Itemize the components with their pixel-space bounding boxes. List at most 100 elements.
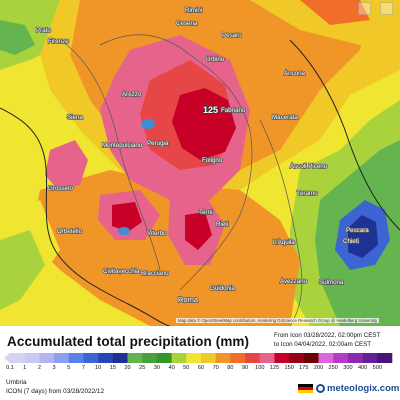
legend-swatch	[333, 353, 349, 363]
city-label-capital: Roma	[178, 295, 199, 304]
legend-tick-label: 150	[284, 365, 294, 371]
legend-swatch	[54, 353, 70, 363]
run-from-line: From Icon 03/28/2022, 02:00pm CEST	[274, 332, 381, 339]
city-label: Siena	[67, 114, 83, 121]
precip-area-darkgreen-nw	[0, 20, 35, 55]
region-border-abruzzo	[259, 119, 303, 326]
lake-trasimeno	[141, 119, 155, 129]
legend-tick-label: 5	[67, 365, 71, 371]
lake-bolsena	[118, 227, 130, 235]
region-border-tuscany	[59, 39, 161, 271]
legend-tick-label: 80	[227, 365, 234, 371]
legend-swatch	[377, 353, 393, 363]
city-label: Civitavecchia	[103, 268, 140, 275]
legend-tick-label: 90	[241, 365, 249, 371]
coastline-east	[289, 39, 400, 231]
legend-tick-label: 10	[95, 365, 102, 371]
legend-tick-label: 250	[328, 365, 338, 371]
legend-labels: 0.1 1 2 3 5 7 10 15 20 25 30 40 50 60 70 80 90 100 125 150 1…	[4, 365, 394, 375]
legend-swatch	[68, 353, 84, 363]
legend-swatch	[215, 353, 231, 363]
meteologix-logo-icon	[316, 384, 325, 393]
precip-area-red-south	[112, 202, 142, 232]
precipitation-map[interactable]: Firenze Prato Pesaro Rimini Urbino Ancon…	[0, 0, 400, 326]
legend-swatch	[303, 353, 319, 363]
legend-swatch	[98, 353, 114, 363]
chart-title: Accumulated total precipitation (mm)	[7, 334, 250, 349]
city-label: Arezzo	[122, 91, 142, 98]
legend-swatch	[24, 353, 40, 363]
city-label: Guidonia	[210, 285, 235, 292]
legend-tick-label: 200	[313, 365, 324, 371]
legend-swatch	[230, 353, 246, 363]
legend-swatch	[289, 353, 305, 363]
precip-area-darkblue-se	[348, 215, 378, 258]
city-label: Fabriano	[221, 107, 246, 114]
city-label: Chieti	[343, 238, 359, 245]
legend-swatch	[318, 353, 334, 363]
legend-arrow-high	[388, 353, 392, 363]
max-value-label: 125	[203, 105, 218, 115]
city-label: Montepulciano	[102, 142, 143, 149]
legend-tick-label: 2	[37, 365, 41, 371]
precip-area-orange-south	[30, 170, 300, 326]
legend-tick-label: 30	[153, 365, 161, 371]
legend-swatch	[156, 353, 172, 363]
precip-area-red-terni	[185, 212, 212, 250]
city-label: Sulmona	[319, 279, 344, 286]
legend-tick-label: 25	[139, 365, 146, 371]
legend-swatch	[362, 353, 378, 363]
city-label: Pesaro	[222, 32, 242, 39]
city-label: Macerata	[272, 114, 298, 121]
city-labels: Firenze Prato Pesaro Rimini Urbino Ancon…	[35, 6, 370, 305]
legend-tick-label: 1	[23, 365, 27, 371]
city-label: Cesena	[176, 20, 198, 27]
color-legend	[4, 353, 393, 363]
precip-area-red-max	[172, 88, 236, 160]
legend-tick-label: 125	[269, 365, 280, 371]
legend-swatch	[245, 353, 261, 363]
legend-swatch	[186, 353, 202, 363]
legend-tick-label: 300	[343, 365, 353, 371]
brand-name: meteologix.com	[327, 383, 400, 394]
legend-swatch	[83, 353, 99, 363]
city-label: Rieti	[216, 221, 228, 228]
legend-tick-label: 60	[197, 365, 205, 371]
city-label: Firenze	[48, 38, 69, 45]
city-label: Rimini	[185, 7, 202, 14]
precip-area-pink-grosseto	[45, 140, 88, 190]
city-label: Teramo	[297, 190, 318, 197]
legend-tick-label: 500	[372, 365, 382, 371]
city-label: Pescara	[346, 227, 369, 234]
city-label: Orbetello	[57, 228, 83, 235]
city-label: Ascoli Piceno	[290, 163, 328, 170]
map-attribution: Map data © OpenStreetMap contributors, r…	[176, 318, 380, 323]
next-frame-button[interactable]	[380, 2, 393, 15]
city-label: L'Aquila	[273, 239, 295, 246]
brand-logo[interactable]: meteologix.com	[298, 383, 399, 394]
legend-tick-label: 175	[299, 365, 309, 371]
legend-tick-label: 0.1	[6, 365, 14, 371]
legend-tick-label: 400	[357, 365, 368, 371]
city-label: Grosseto	[48, 185, 74, 192]
german-flag-icon	[298, 383, 313, 394]
precip-area-redorange-ne	[300, 0, 370, 25]
legend-swatch	[142, 353, 158, 363]
legend-swatch	[171, 353, 187, 363]
legend-tick-label: 7	[81, 365, 86, 371]
legend-tick-label: 50	[183, 365, 190, 371]
run-to-line: to Icon 04/04/2022, 02:00am CEST	[274, 340, 371, 348]
city-label: Foligno	[202, 157, 223, 164]
legend-tick-label: 20	[124, 365, 131, 371]
legend-tick-label: 100	[255, 365, 265, 371]
legend-tick-label: 3	[52, 365, 56, 371]
city-label: Avezzano	[280, 278, 308, 285]
legend-swatch	[112, 353, 128, 363]
coastline-west	[0, 107, 171, 326]
legend-arrow-low	[4, 353, 10, 363]
legend-swatch	[10, 353, 25, 363]
legend-tick-label: 40	[168, 365, 175, 371]
legend-tick-label: 70	[212, 365, 219, 371]
previous-frame-button[interactable]	[358, 2, 371, 15]
city-label: Bracciano	[141, 270, 169, 277]
